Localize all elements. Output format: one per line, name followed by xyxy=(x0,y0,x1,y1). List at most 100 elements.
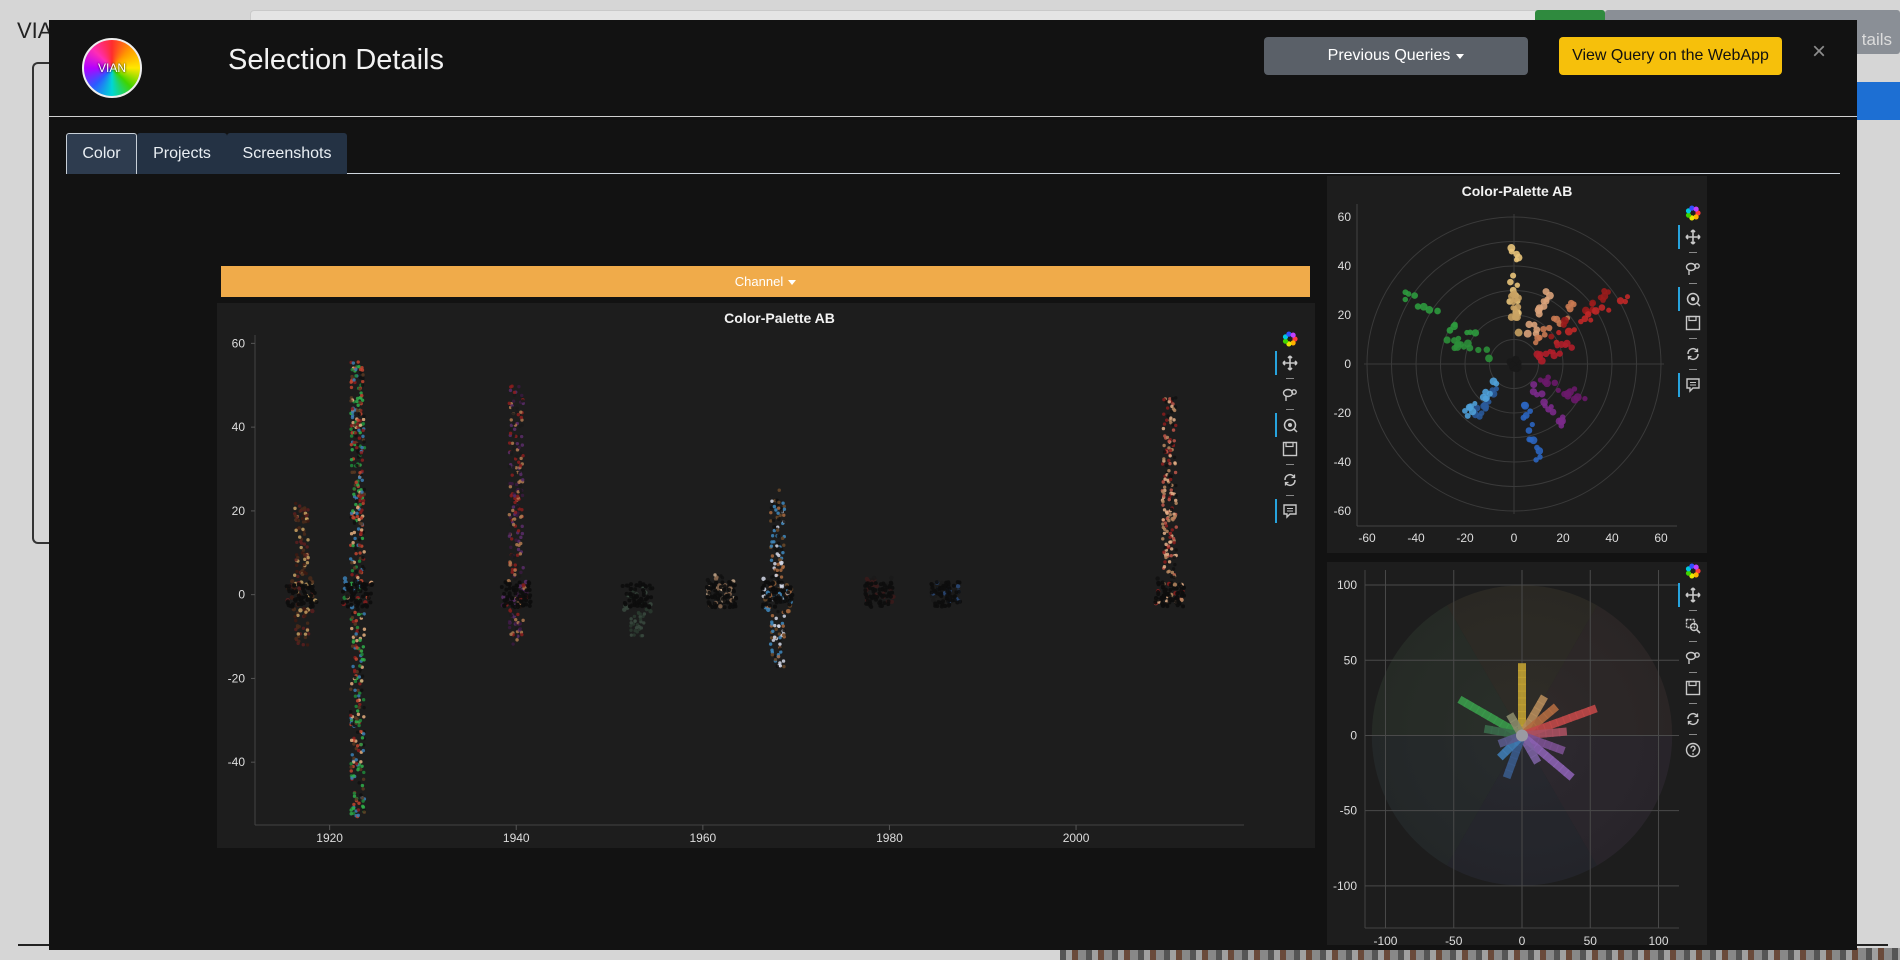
data-point xyxy=(509,452,514,456)
y-tick-label: -40 xyxy=(228,755,246,769)
data-point xyxy=(770,499,774,503)
data-point xyxy=(1174,423,1178,428)
data-point xyxy=(507,601,512,606)
data-point xyxy=(520,632,524,637)
data-point xyxy=(305,560,310,565)
channel-dropdown[interactable]: Channel xyxy=(221,266,1310,297)
close-icon[interactable]: × xyxy=(1812,38,1827,65)
data-point xyxy=(352,530,357,535)
pan-tool-icon[interactable] xyxy=(1275,351,1301,375)
palette-block xyxy=(1502,768,1514,780)
data-point xyxy=(349,463,354,468)
toolbar-separator xyxy=(1689,672,1697,673)
data-point xyxy=(643,603,648,608)
hover-tool-icon[interactable] xyxy=(1678,373,1704,397)
save-icon[interactable] xyxy=(1682,311,1704,335)
hover-tool-icon[interactable] xyxy=(1275,499,1301,523)
data-point xyxy=(352,811,356,816)
data-point xyxy=(770,540,774,544)
data-point xyxy=(1514,328,1523,337)
data-point xyxy=(362,810,367,814)
pan-tool-icon[interactable] xyxy=(1678,583,1704,607)
pan-tool-icon[interactable] xyxy=(1678,225,1704,249)
lasso-select-icon[interactable] xyxy=(1682,645,1704,669)
data-point xyxy=(1164,555,1168,560)
data-point xyxy=(1537,377,1544,383)
data-point xyxy=(357,694,361,698)
data-point xyxy=(360,679,364,683)
reset-icon[interactable] xyxy=(1682,342,1704,366)
data-point xyxy=(504,587,509,592)
data-point xyxy=(776,597,781,602)
data-point xyxy=(359,516,364,520)
data-point xyxy=(640,633,645,638)
data-point xyxy=(305,585,310,590)
data-point xyxy=(784,585,789,590)
data-point xyxy=(306,538,310,542)
data-point xyxy=(349,597,354,602)
data-point xyxy=(1512,305,1518,312)
data-point xyxy=(349,713,353,718)
data-point xyxy=(632,633,636,637)
save-icon[interactable] xyxy=(1682,676,1704,700)
data-point xyxy=(1484,395,1490,401)
data-point xyxy=(361,417,366,422)
polar-plot-panel[interactable]: Color-Palette AB 60 40 20 0 -20 -40 -60 -60 -40 -2… xyxy=(1327,176,1707,553)
polar-scatter-chart[interactable]: Color-Palette AB 60 40 20 0 -20 -40 -60 -60 -40 -2… xyxy=(1327,176,1707,553)
data-point xyxy=(1541,378,1549,386)
data-point xyxy=(952,594,957,599)
timeline-scatter-chart[interactable]: Color-Palette AB 60 40 20 0 -20 -40 1920 1940 196… xyxy=(217,303,1315,848)
bokeh-logo-icon xyxy=(1682,201,1704,225)
data-point xyxy=(1425,306,1434,314)
data-point xyxy=(349,434,354,438)
data-point xyxy=(1167,560,1172,564)
box-zoom-icon[interactable] xyxy=(1682,614,1704,638)
data-point xyxy=(517,480,521,484)
timeline-plot-panel[interactable]: Color-Palette AB 60 40 20 0 -20 -40 1920 1940 196… xyxy=(217,303,1315,848)
palette-wheel-panel[interactable]: -100 -50 0 50 100 100 50 0 -50 -100 xyxy=(1327,562,1707,945)
data-point xyxy=(515,448,520,452)
view-query-webapp-button[interactable]: View Query on the WebApp xyxy=(1559,37,1782,75)
help-icon[interactable] xyxy=(1682,738,1704,762)
data-point xyxy=(889,575,894,581)
tab-projects[interactable]: Projects xyxy=(137,133,227,174)
toolbar-separator xyxy=(1689,610,1697,611)
data-point xyxy=(1512,355,1520,363)
wheel-zoom-icon[interactable] xyxy=(1275,413,1301,437)
wheel-zoom-icon[interactable] xyxy=(1678,287,1704,311)
palette-block xyxy=(1518,704,1526,713)
data-point xyxy=(1161,522,1165,526)
toolbar-separator xyxy=(1689,641,1697,642)
tab-color[interactable]: Color xyxy=(66,133,137,174)
lasso-select-icon[interactable] xyxy=(1279,382,1301,406)
data-point xyxy=(1564,327,1573,336)
data-point xyxy=(293,506,297,511)
tab-screenshots[interactable]: Screenshots xyxy=(227,133,347,174)
reset-icon[interactable] xyxy=(1682,707,1704,731)
data-point xyxy=(622,600,627,605)
chart-title: Color-Palette AB xyxy=(1462,183,1573,199)
save-icon[interactable] xyxy=(1279,437,1301,461)
data-point xyxy=(1170,570,1175,575)
data-point xyxy=(1573,393,1582,402)
data-point xyxy=(1548,333,1555,340)
data-point xyxy=(295,540,299,545)
data-point xyxy=(777,546,781,550)
reset-icon[interactable] xyxy=(1279,468,1301,492)
data-point xyxy=(354,619,358,623)
data-point xyxy=(358,423,363,427)
data-point xyxy=(1161,503,1165,507)
data-point xyxy=(725,600,730,605)
palette-wheel-chart[interactable]: -100 -50 0 50 100 100 50 0 -50 -100 xyxy=(1327,562,1707,945)
previous-queries-dropdown[interactable]: Previous Queries xyxy=(1264,37,1528,75)
data-point xyxy=(366,595,371,600)
data-point xyxy=(727,587,732,592)
data-point xyxy=(878,582,883,587)
data-point xyxy=(777,558,782,562)
data-point xyxy=(1170,528,1174,532)
lasso-select-icon[interactable] xyxy=(1682,256,1704,280)
data-point xyxy=(1556,329,1562,336)
palette-block xyxy=(1563,769,1575,781)
data-point xyxy=(509,613,513,618)
toolbar-separator xyxy=(1689,703,1697,704)
